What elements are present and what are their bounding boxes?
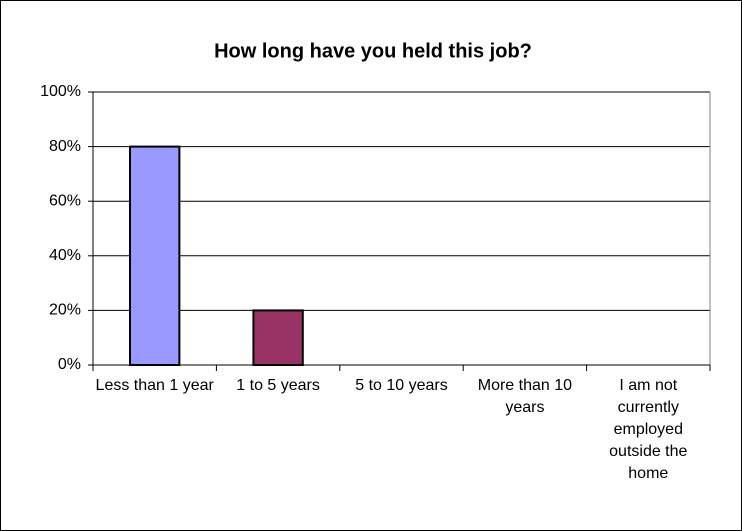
x-tick-label: 1 to 5 years [236,377,320,394]
y-tick-label: 80% [49,138,81,155]
y-tick-label: 0% [58,356,81,373]
bar [129,145,181,366]
x-tick-label: I am not currently employed outside the … [609,377,688,482]
y-tick-label: 100% [40,83,81,100]
y-tick-label: 20% [49,302,81,319]
chart-title: How long have you held this job? [214,40,532,62]
bar [252,309,304,366]
x-tick-label: Less than 1 year [95,377,214,394]
y-tick-label: 40% [49,247,81,264]
x-tick-label: More than 10 years [477,377,573,416]
x-tick-label: 5 to 10 years [355,377,448,394]
y-tick-label: 60% [49,192,81,209]
